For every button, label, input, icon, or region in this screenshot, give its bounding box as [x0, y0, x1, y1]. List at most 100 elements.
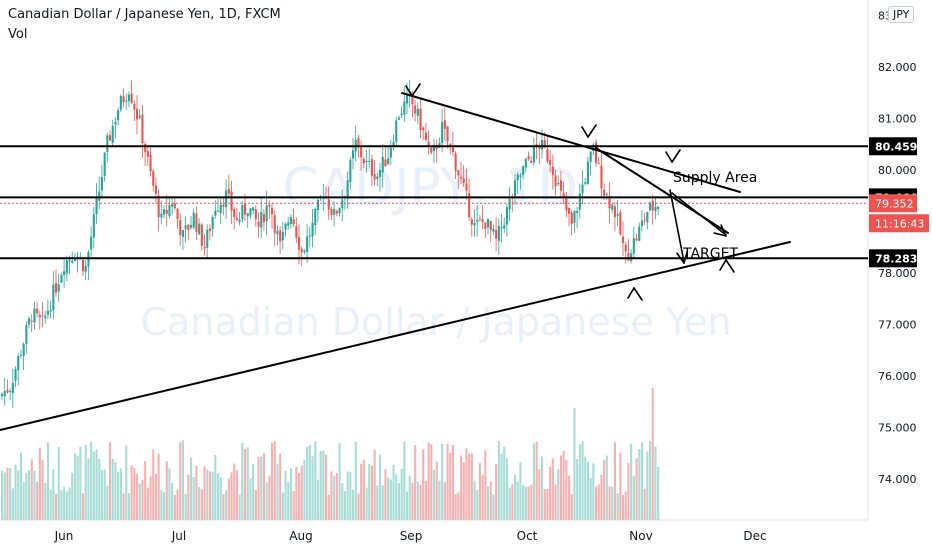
volume-bar [527, 486, 530, 520]
candle-body [595, 142, 598, 163]
volume-bar [600, 474, 603, 520]
candle-body [484, 222, 487, 229]
volume-bar [33, 470, 36, 520]
candle-body [481, 219, 484, 223]
volume-bar [244, 448, 247, 520]
candle-body [298, 237, 301, 250]
volume-bar [19, 452, 22, 520]
candle-body [271, 207, 274, 215]
volume-bar [38, 447, 41, 520]
candle-body [600, 165, 603, 189]
volume-bar [465, 448, 468, 520]
candle-body [592, 144, 595, 152]
volume-bar [441, 443, 444, 520]
y-tick-label: 82.000 [878, 61, 917, 74]
volume-bar [327, 494, 330, 520]
volume-bar [397, 483, 400, 520]
volume-bar [343, 491, 346, 520]
target-arrow-line [669, 189, 685, 263]
arrowhead [676, 252, 685, 264]
candle-body [454, 153, 457, 172]
volume-bar [87, 458, 90, 520]
candle-body [503, 225, 506, 229]
candle-body [568, 208, 571, 214]
candle-body [68, 260, 71, 262]
volume-bar [333, 475, 336, 520]
volume-bar [187, 474, 190, 520]
candle-body [252, 207, 255, 211]
candle-body [249, 208, 252, 216]
volume-bar [381, 485, 384, 520]
candle-body [265, 205, 268, 222]
candle-body [244, 203, 247, 215]
candle-body [65, 260, 68, 274]
volume-bar [152, 449, 155, 520]
volume-bar [451, 445, 454, 520]
candle-body [422, 127, 425, 130]
candle-body [316, 199, 319, 211]
volume-bar [262, 453, 265, 520]
volume-bar [392, 465, 395, 520]
candle-body [638, 226, 641, 241]
candle-body [144, 143, 147, 152]
volume-bar [276, 464, 279, 520]
pivot-marker [671, 149, 681, 163]
volume-bar [592, 463, 595, 520]
volume-bar [586, 461, 589, 520]
candle-body [90, 236, 93, 250]
candle-body [268, 204, 271, 207]
candle-body [562, 193, 565, 199]
candle-body [173, 203, 176, 209]
downtrend-line [401, 92, 741, 193]
candle-body [441, 122, 444, 144]
candle-body [133, 104, 136, 110]
candle-body [524, 158, 527, 168]
candle-body [57, 284, 60, 292]
volume-bar [576, 459, 579, 520]
volume-bar [165, 461, 168, 520]
volume-bar [295, 466, 298, 520]
candle-body [184, 225, 187, 229]
volume-bar [1, 470, 4, 520]
candle-body [489, 221, 492, 230]
volume-bar [562, 451, 565, 520]
volume-bar [427, 442, 430, 520]
volume-bar [222, 494, 225, 520]
volume-bar [181, 440, 184, 520]
volume-bar [171, 483, 174, 520]
volume-bar [6, 467, 9, 520]
volume-bar [335, 473, 338, 520]
candle-body [640, 220, 643, 226]
candle-body [254, 209, 257, 220]
candle-body [127, 94, 130, 102]
volume-bar [292, 491, 295, 520]
candle-body [406, 94, 409, 104]
candle-body [73, 259, 76, 262]
candle-body [303, 250, 306, 253]
volume-bar [114, 462, 117, 520]
volume-bar [622, 494, 625, 520]
candle-body [6, 389, 9, 393]
candle-body [49, 310, 52, 312]
volume-bar [589, 478, 592, 520]
arrowhead [683, 250, 689, 264]
candle-body [100, 177, 103, 191]
volume-bar [79, 446, 82, 520]
volume-bar [422, 449, 425, 520]
volume-bar [127, 493, 130, 520]
candle-body [190, 225, 193, 228]
candle-body [14, 369, 17, 381]
volume-bar [192, 477, 195, 520]
candle-body [573, 210, 576, 223]
volume-bar [279, 453, 282, 520]
candle-body [308, 235, 311, 237]
currency-badge[interactable]: JPY [888, 6, 915, 23]
volume-bar [176, 489, 179, 520]
volume-bar [257, 456, 260, 520]
volume-bar [511, 484, 514, 520]
candle-body [570, 212, 573, 225]
candle-body [125, 100, 128, 102]
volume-bar [241, 442, 244, 520]
